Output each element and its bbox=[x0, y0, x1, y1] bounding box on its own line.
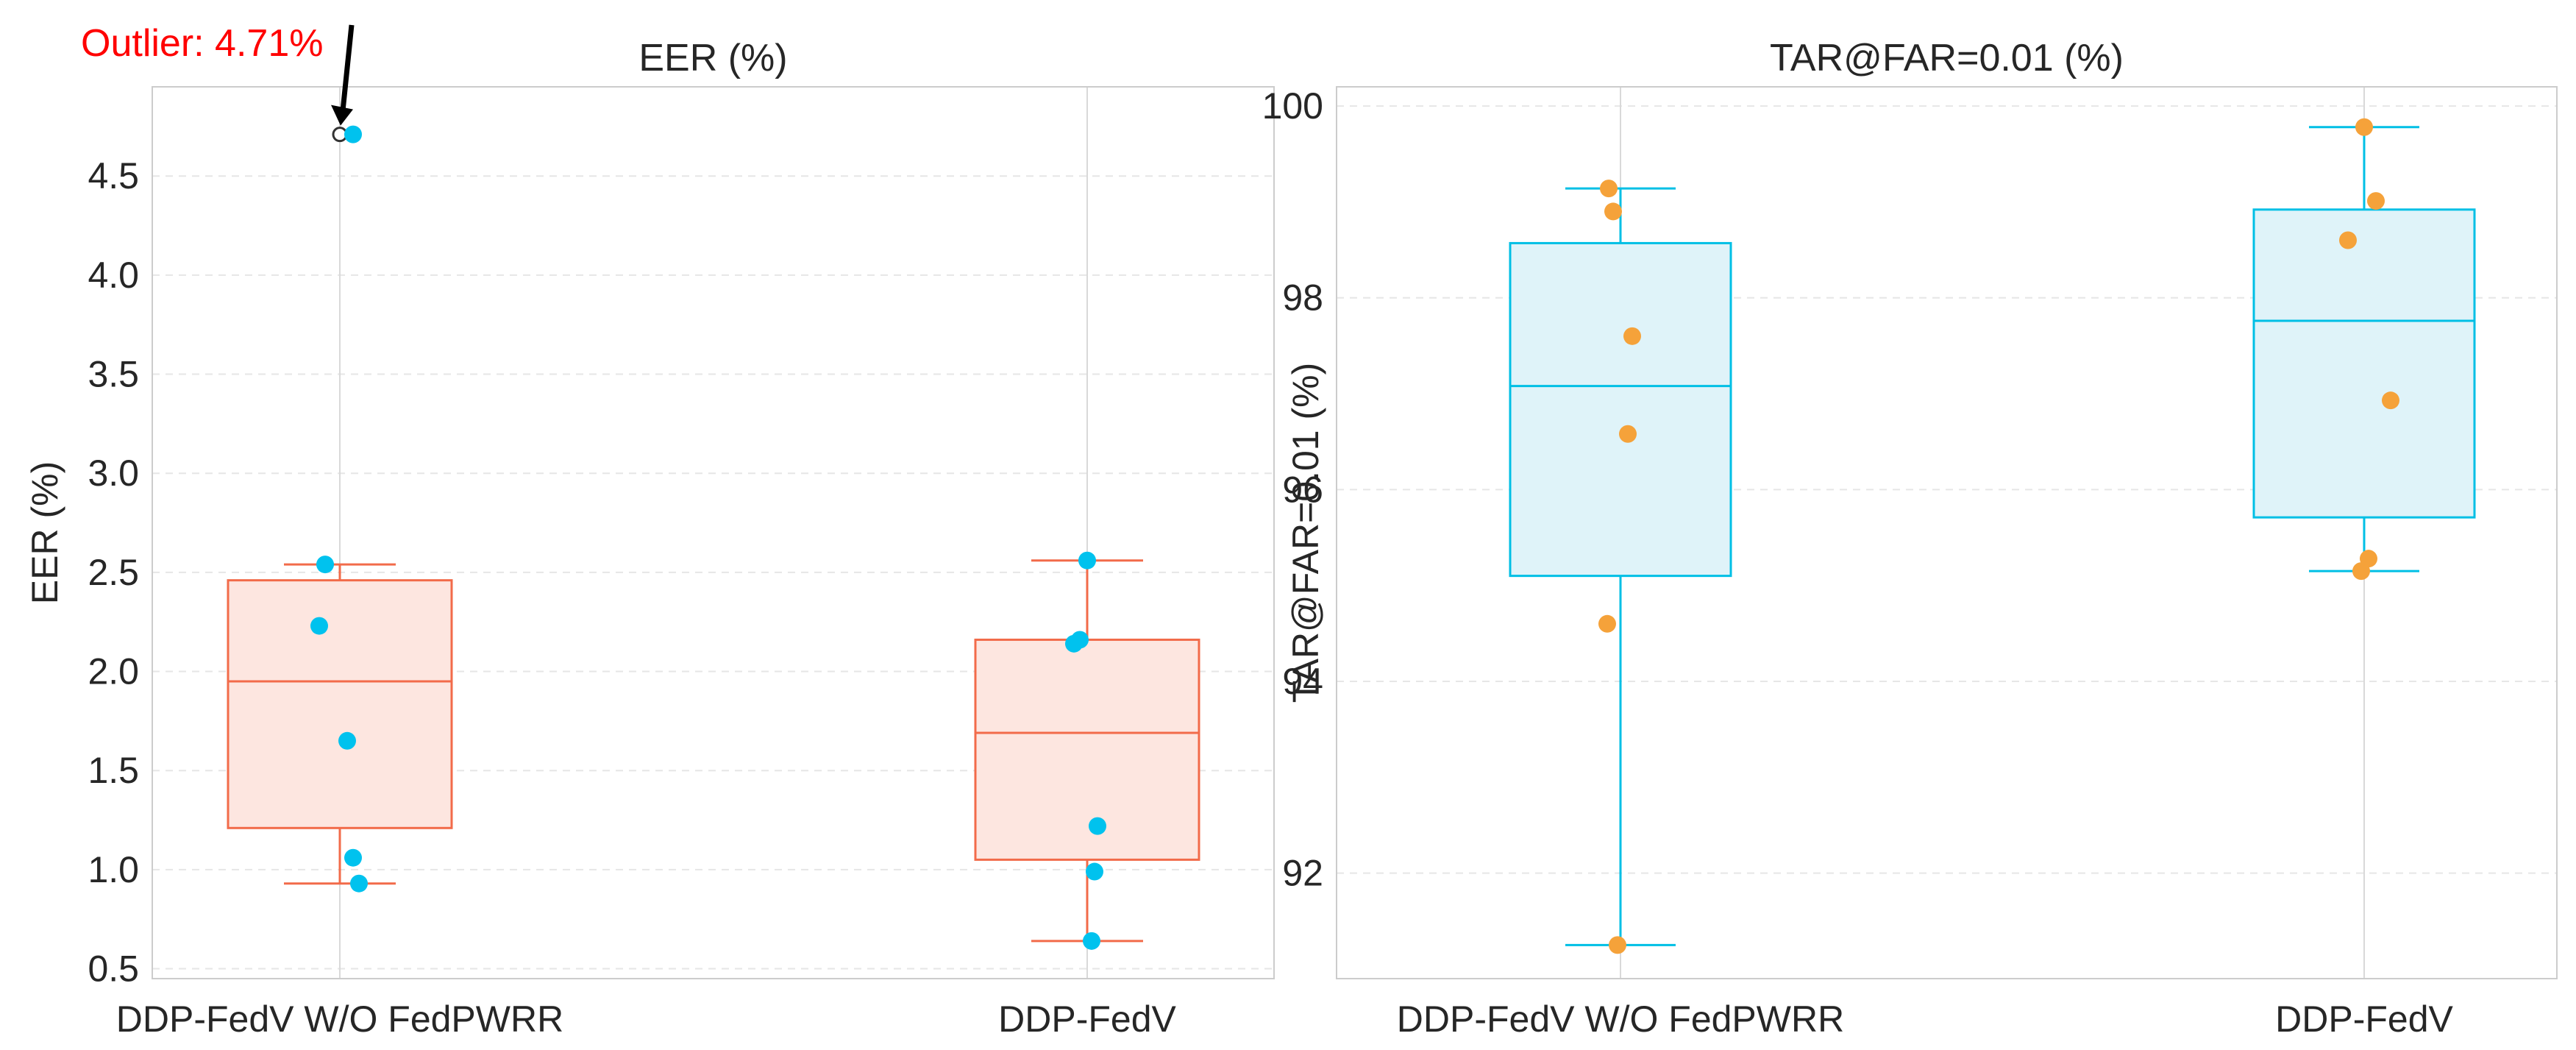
y-tick-label: 1.0 bbox=[88, 849, 139, 890]
box-iqr bbox=[2252, 208, 2476, 519]
y-tick-label: 92 bbox=[1282, 853, 1323, 894]
data-point bbox=[1083, 932, 1100, 950]
y-tick-label: 100 bbox=[1262, 85, 1323, 127]
data-point bbox=[1065, 634, 1083, 653]
data-point bbox=[350, 874, 368, 893]
x-tick-label: DDP-FedV bbox=[2275, 998, 2453, 1040]
data-point bbox=[1078, 551, 1096, 570]
y-tick-label: 94 bbox=[1282, 661, 1323, 702]
y-tick-label: 96 bbox=[1282, 469, 1323, 510]
data-point bbox=[310, 617, 328, 635]
data-point bbox=[2339, 231, 2357, 249]
box-iqr bbox=[227, 579, 453, 829]
x-tick-label: DDP-FedV W/O FedPWRR bbox=[116, 998, 563, 1040]
y-tick-label: 3.5 bbox=[88, 354, 139, 395]
plot-frame bbox=[1336, 86, 2558, 979]
chart-title: TAR@FAR=0.01 (%) bbox=[1770, 37, 2124, 79]
data-point bbox=[344, 848, 362, 867]
data-point bbox=[316, 556, 334, 574]
data-point bbox=[338, 731, 356, 750]
data-point bbox=[1600, 180, 1618, 198]
data-point bbox=[2382, 391, 2399, 410]
annotation-arrow-head bbox=[331, 104, 353, 126]
y-tick-label: 2.5 bbox=[88, 552, 139, 593]
y-axis-label: TAR@FAR=0.01 (%) bbox=[1285, 363, 1326, 703]
data-point bbox=[1089, 817, 1106, 835]
data-point bbox=[2352, 562, 2370, 581]
y-tick-label: 98 bbox=[1282, 277, 1323, 319]
data-point bbox=[1598, 614, 1616, 633]
y-tick-label: 2.0 bbox=[88, 651, 139, 692]
box-0 bbox=[227, 127, 453, 885]
data-point bbox=[1609, 936, 1626, 954]
data-point bbox=[1623, 327, 1641, 345]
chart-tar: TAR@FAR=0.01 (%) TAR@FAR=0.01 (%) 92 94 96… bbox=[1262, 37, 2558, 1040]
y-tick-label: 3.0 bbox=[88, 453, 139, 494]
data-point bbox=[1604, 202, 1622, 221]
box-0 bbox=[1509, 187, 1732, 946]
chart-eer: EER (%) EER (%) 0.5 1.0 1.5 2.0 2.5 3.0 3.5 4.0… bbox=[24, 22, 1275, 1040]
y-axis-label: EER (%) bbox=[24, 461, 65, 604]
data-point bbox=[2355, 118, 2373, 136]
x-tick-label: DDP-FedV W/O FedPWRR bbox=[1397, 998, 1844, 1040]
annotation-arrow-shaft bbox=[340, 24, 355, 111]
y-tick-label: 4.5 bbox=[88, 155, 139, 196]
data-point bbox=[2367, 192, 2385, 210]
y-tick-label: 4.0 bbox=[88, 255, 139, 296]
plot-frame bbox=[152, 86, 1275, 979]
y-tick-label: 0.5 bbox=[88, 948, 139, 990]
box-iqr bbox=[1509, 241, 1732, 578]
chart-title: EER (%) bbox=[638, 37, 787, 79]
box-1 bbox=[974, 559, 1200, 943]
data-point bbox=[344, 125, 362, 143]
y-tick-label: 1.5 bbox=[88, 750, 139, 791]
x-tick-label: DDP-FedV bbox=[998, 998, 1176, 1040]
data-point bbox=[1086, 862, 1103, 881]
box-iqr bbox=[974, 638, 1200, 861]
outlier-annotation: Outlier: 4.71% bbox=[81, 22, 324, 65]
data-point bbox=[1619, 425, 1637, 443]
